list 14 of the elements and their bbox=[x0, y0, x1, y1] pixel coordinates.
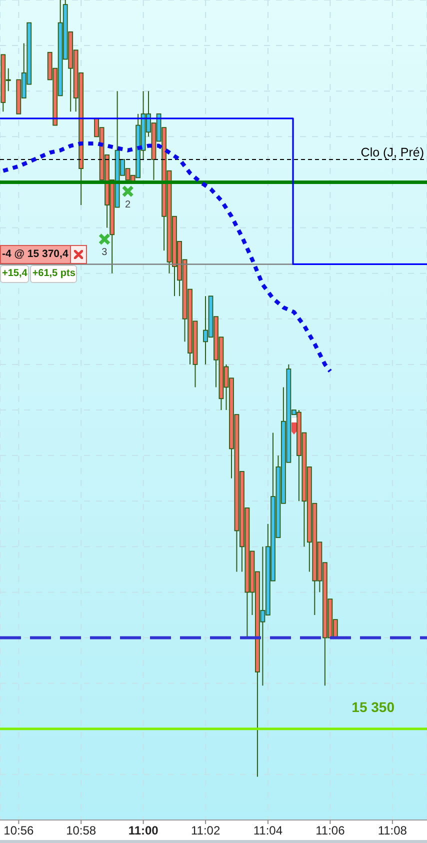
x-tick-label: 11:06 bbox=[316, 824, 346, 838]
x-tick-label: 10:56 bbox=[4, 824, 34, 838]
ref-line-label: Clo (J, Pré) bbox=[360, 145, 424, 160]
annotation: 2 bbox=[125, 199, 132, 210]
ref-line-label: -4 @ 15 370,4 bbox=[0, 245, 70, 264]
x-tick-label: 11:04 bbox=[253, 824, 283, 838]
x-tick-label: 10:58 bbox=[66, 824, 96, 838]
x-tick-label: 11:02 bbox=[190, 824, 220, 838]
x-tick-label: 11:08 bbox=[378, 824, 408, 838]
x-tick-label: 11:00 bbox=[128, 824, 159, 838]
annotation: +61,5 pts bbox=[30, 265, 78, 284]
annotation: 3 bbox=[102, 247, 108, 258]
annotation: +15,4 bbox=[0, 265, 30, 284]
ref-line-label: 15 350 bbox=[352, 698, 395, 715]
